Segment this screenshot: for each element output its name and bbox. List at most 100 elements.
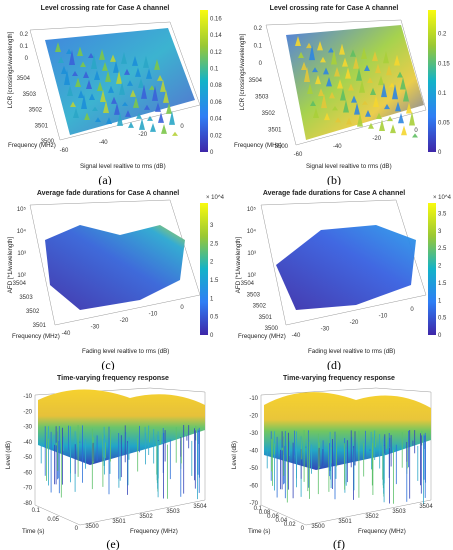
chart-b-peak — [334, 66, 340, 77]
chart-c-z-tick-1: 10³ — [17, 251, 26, 257]
chart-d-y-tick-2: 3502 — [253, 304, 267, 310]
chart-c-surface — [45, 225, 185, 310]
chart-a-y-tick-2: 3502 — [29, 108, 43, 114]
chart-b-peak — [375, 63, 381, 74]
chart-a-peak — [64, 69, 70, 85]
chart-a-peak — [86, 79, 92, 89]
chart-a-peak — [150, 123, 156, 132]
chart-b-sublabel: (b) — [327, 173, 341, 185]
chart-e-y-tick-2: 0.1 — [32, 508, 41, 514]
chart-f-x-ticks: 3500 3501 3502 3503 3504 — [311, 504, 433, 530]
chart-f-z-tick-4: -30 — [249, 431, 258, 437]
chart-e-z-tick-7: -10 — [23, 394, 32, 400]
chart-f-z-tick-5: -20 — [249, 414, 258, 420]
chart-a-peak — [61, 65, 67, 74]
chart-d-colorbar-exponent: × 10^4 — [433, 195, 452, 201]
chart-b-z-tick-2: 0.2 — [254, 26, 263, 32]
chart-b-peak — [298, 51, 304, 58]
chart-a-peak — [67, 85, 73, 96]
chart-d-cb-tick-5: 2.5 — [438, 246, 447, 252]
chart-c-x-tick-4: 0 — [180, 305, 184, 311]
chart-b-peak — [398, 112, 404, 124]
chart-a-peak — [80, 61, 86, 67]
chart-d-y-tick-0: 3500 — [265, 326, 279, 332]
chart-a-peak — [114, 102, 120, 115]
chart-b-x-tick-1: -40 — [333, 144, 342, 150]
chart-e-surface — [38, 389, 205, 465]
chart-a-peak — [141, 84, 147, 99]
chart-a-peak — [92, 106, 98, 111]
chart-f-y-tick-3: 0.06 — [267, 514, 279, 520]
chart-b-z-tick-1: 0.1 — [254, 44, 263, 50]
chart-b-x-ticks: -60 -40 -20 0 — [294, 128, 419, 158]
chart-panel-b: Level crossing rate for Case A channel L… — [226, 0, 453, 185]
chart-panel-d: Average fade durations for Case A channe… — [226, 185, 453, 370]
chart-f-z-ticks: -70 -60 -50 -40 -30 -20 -10 — [249, 396, 258, 507]
chart-b-cb-tick-1: 0.05 — [438, 120, 450, 126]
chart-b-peak — [412, 133, 418, 138]
chart-d-zlabel: AFD [*1/wavelength] — [235, 237, 242, 294]
chart-e-y-tick-1: 0.05 — [47, 517, 59, 523]
chart-b-peak — [384, 104, 390, 110]
chart-a-peak — [91, 53, 97, 69]
chart-b-y-tick-2: 3502 — [262, 111, 276, 117]
chart-e-x-tick-0: 3500 — [85, 524, 99, 530]
chart-c-x-tick-2: -20 — [120, 318, 129, 324]
chart-f-z-tick-1: -60 — [249, 484, 258, 490]
chart-b-svg: Level crossing rate for Case A channel L… — [234, 5, 450, 185]
chart-e-z-tick-5: -30 — [23, 425, 32, 431]
chart-a-peak — [88, 52, 94, 58]
chart-b-peak — [406, 102, 412, 114]
chart-b-peak — [368, 122, 374, 129]
chart-panel-e: Time-varying frequency response Level (d… — [0, 370, 226, 550]
chart-a-peak — [136, 112, 142, 119]
chart-a-peak — [119, 81, 125, 95]
chart-b-peak — [335, 117, 341, 123]
chart-c-ylabel: Frequency (MHz) — [12, 333, 60, 340]
chart-a-x-tick-2: -20 — [138, 132, 147, 138]
chart-e-y-ticks: 0 0.05 0.1 — [32, 508, 79, 532]
chart-b-peak — [367, 77, 373, 83]
chart-a-cb-tick-7: 0.14 — [210, 33, 222, 39]
chart-b-peak — [356, 67, 362, 81]
chart-b-y-tick-1: 3501 — [268, 128, 282, 134]
chart-f-y-tick-0: 0 — [301, 526, 305, 532]
chart-c-colorbar-exponent: × 10^4 — [206, 195, 225, 201]
chart-a-peak — [152, 85, 158, 101]
chart-a-peak — [161, 124, 167, 134]
chart-c-title: Average fade durations for Case A channe… — [37, 190, 179, 197]
chart-f-x-tick-3: 3503 — [392, 509, 406, 515]
chart-b-colorbar-ticks: 0 0.05 0.1 0.15 0.2 — [438, 32, 450, 156]
chart-e-box — [34, 387, 206, 526]
chart-c-y-tick-3: 3504 — [13, 281, 27, 287]
chart-d-z-tick-2: 10⁴ — [247, 228, 257, 235]
chart-b-peak — [381, 82, 387, 98]
chart-e-xlabel: Frequency (MHz) — [130, 528, 178, 535]
chart-a-cb-tick-5: 0.1 — [210, 67, 219, 73]
chart-c-cb-tick-3: 1.5 — [210, 278, 219, 284]
chart-a-peak — [130, 89, 136, 97]
chart-d-x-tick-2: -20 — [350, 320, 359, 326]
chart-a-zlabel: LCR [crossings/wavelength] — [7, 31, 14, 108]
chart-a-peak — [72, 71, 78, 76]
chart-b-peak — [326, 77, 332, 87]
chart-b-peak — [332, 106, 338, 111]
chart-e-z-tick-2: -60 — [23, 470, 32, 476]
chart-a-y-tick-0: 3500 — [41, 139, 55, 145]
chart-a-peak — [73, 108, 79, 118]
chart-d-x-tick-0: -40 — [292, 333, 301, 339]
chart-c-z-tick-3: 10⁵ — [17, 206, 27, 213]
chart-f-x-tick-0: 3500 — [311, 524, 325, 530]
chart-b-peak — [331, 49, 337, 65]
chart-b-ylabel: Frequency (MHz) — [234, 142, 282, 149]
chart-a-peak — [100, 89, 106, 102]
chart-a-x-tick-0: -60 — [60, 148, 69, 154]
chart-b-z-ticks: 0 0.1 0.2 — [254, 26, 263, 67]
chart-a-z-tick-2: 0.2 — [20, 32, 29, 38]
chart-a-y-ticks: 3500 3501 3502 3503 3504 — [17, 76, 55, 145]
chart-a-peak — [113, 60, 119, 73]
chart-b-peak — [329, 91, 335, 99]
chart-a-xlabel: Signal level realtive to rms (dB) — [80, 163, 166, 170]
chart-f-x-tick-2: 3502 — [365, 514, 379, 520]
chart-b-peak — [348, 83, 354, 91]
